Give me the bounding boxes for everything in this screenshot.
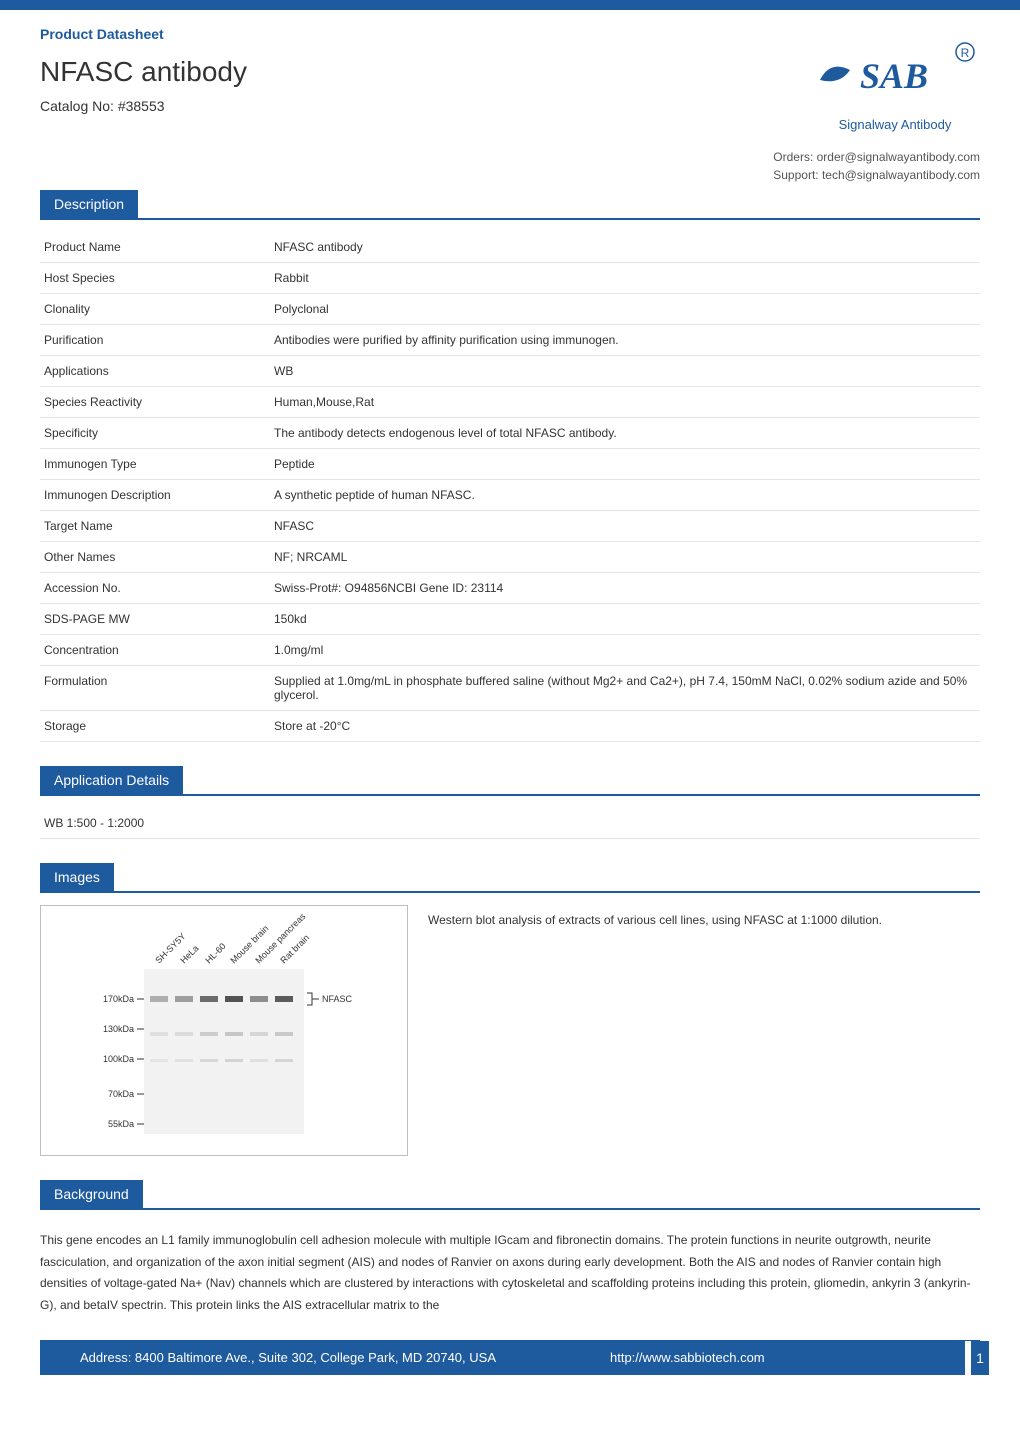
row-label: Other Names	[40, 542, 270, 573]
row-value: WB	[270, 356, 980, 387]
image-caption: Western blot analysis of extracts of var…	[428, 905, 882, 927]
support-email: Support: tech@signalwayantibody.com	[40, 168, 980, 182]
orders-email: Orders: order@signalwayantibody.com	[40, 150, 980, 164]
row-value: Antibodies were purified by affinity pur…	[270, 325, 980, 356]
row-value: Rabbit	[270, 263, 980, 294]
table-row: Host SpeciesRabbit	[40, 263, 980, 294]
svg-text:HeLa: HeLa	[178, 943, 200, 965]
table-row: Concentration1.0mg/ml	[40, 635, 980, 666]
row-value: Polyclonal	[270, 294, 980, 325]
background-header: Background	[40, 1180, 143, 1208]
description-section: Description Product NameNFASC antibodyHo…	[0, 190, 1020, 742]
table-row: Target NameNFASC	[40, 511, 980, 542]
row-value: NFASC	[270, 511, 980, 542]
svg-text:55kDa: 55kDa	[108, 1119, 134, 1129]
table-row: ApplicationsWB	[40, 356, 980, 387]
table-row: Product NameNFASC antibody	[40, 232, 980, 263]
images-section: Images SH-SY5YHeLaHL-60Mouse brainMouse …	[0, 863, 1020, 1156]
sab-logo-icon: SAB R	[810, 40, 980, 110]
row-value: A synthetic peptide of human NFASC.	[270, 480, 980, 511]
row-label: Target Name	[40, 511, 270, 542]
row-label: Specificity	[40, 418, 270, 449]
row-label: Clonality	[40, 294, 270, 325]
table-row: Other NamesNF; NRCAML	[40, 542, 980, 573]
svg-text:R: R	[961, 46, 970, 60]
row-label: Purification	[40, 325, 270, 356]
row-value: NFASC antibody	[270, 232, 980, 263]
svg-text:HL-60: HL-60	[203, 941, 227, 965]
document-header: Product Datasheet NFASC antibody Catalog…	[0, 10, 1020, 122]
footer-wrap: Address: 8400 Baltimore Ave., Suite 302,…	[0, 1340, 1020, 1385]
table-row: Immunogen TypePeptide	[40, 449, 980, 480]
svg-text:130kDa: 130kDa	[103, 1024, 134, 1034]
page-number: 1	[965, 1341, 995, 1375]
row-value: NF; NRCAML	[270, 542, 980, 573]
svg-text:100kDa: 100kDa	[103, 1054, 134, 1064]
row-label: Storage	[40, 711, 270, 742]
row-label: Concentration	[40, 635, 270, 666]
svg-text:70kDa: 70kDa	[108, 1089, 134, 1099]
row-value: The antibody detects endogenous level of…	[270, 418, 980, 449]
table-row: Accession No.Swiss-Prot#: O94856NCBI Gen…	[40, 573, 980, 604]
contact-info: Orders: order@signalwayantibody.com Supp…	[0, 122, 1020, 190]
row-value: 1.0mg/ml	[270, 635, 980, 666]
section-rule	[40, 891, 980, 893]
row-label: Immunogen Description	[40, 480, 270, 511]
row-label: SDS-PAGE MW	[40, 604, 270, 635]
blot-svg: SH-SY5YHeLaHL-60Mouse brainMouse pancrea…	[49, 914, 399, 1144]
images-header: Images	[40, 863, 114, 891]
row-value: Human,Mouse,Rat	[270, 387, 980, 418]
description-header: Description	[40, 190, 138, 218]
table-row: Species ReactivityHuman,Mouse,Rat	[40, 387, 980, 418]
svg-text:SAB: SAB	[860, 56, 928, 96]
row-label: Species Reactivity	[40, 387, 270, 418]
table-row: StorageStore at -20°C	[40, 711, 980, 742]
description-table: Product NameNFASC antibodyHost SpeciesRa…	[40, 232, 980, 742]
row-label: Formulation	[40, 666, 270, 711]
company-logo: SAB R Signalway Antibody	[810, 40, 980, 132]
section-rule	[40, 218, 980, 220]
row-value: Swiss-Prot#: O94856NCBI Gene ID: 23114	[270, 573, 980, 604]
row-value: Peptide	[270, 449, 980, 480]
footer-url: http://www.sabbiotech.com	[610, 1350, 765, 1365]
application-header: Application Details	[40, 766, 183, 794]
section-rule	[40, 1208, 980, 1210]
background-text: This gene encodes an L1 family immunoglo…	[40, 1222, 980, 1316]
svg-text:NFASC: NFASC	[322, 994, 353, 1004]
row-label: Host Species	[40, 263, 270, 294]
table-row: SDS-PAGE MW150kd	[40, 604, 980, 635]
row-label: Product Name	[40, 232, 270, 263]
table-row: SpecificityThe antibody detects endogeno…	[40, 418, 980, 449]
table-row: PurificationAntibodies were purified by …	[40, 325, 980, 356]
footer-bar: Address: 8400 Baltimore Ave., Suite 302,…	[40, 1340, 980, 1375]
row-label: Accession No.	[40, 573, 270, 604]
section-rule	[40, 794, 980, 796]
row-label: Immunogen Type	[40, 449, 270, 480]
table-row: Immunogen DescriptionA synthetic peptide…	[40, 480, 980, 511]
western-blot-image: SH-SY5YHeLaHL-60Mouse brainMouse pancrea…	[40, 905, 408, 1156]
svg-text:170kDa: 170kDa	[103, 994, 134, 1004]
row-value: Supplied at 1.0mg/mL in phosphate buffer…	[270, 666, 980, 711]
row-value: Store at -20°C	[270, 711, 980, 742]
table-row: FormulationSupplied at 1.0mg/mL in phosp…	[40, 666, 980, 711]
row-value: 150kd	[270, 604, 980, 635]
application-details-section: Application Details WB 1:500 - 1:2000	[0, 766, 1020, 839]
top-accent-bar	[0, 0, 1020, 10]
application-details-text: WB 1:500 - 1:2000	[40, 808, 980, 839]
background-section: Background This gene encodes an L1 famil…	[0, 1180, 1020, 1316]
footer-address: Address: 8400 Baltimore Ave., Suite 302,…	[80, 1350, 496, 1365]
table-row: ClonalityPolyclonal	[40, 294, 980, 325]
logo-tagline: Signalway Antibody	[810, 117, 980, 132]
row-label: Applications	[40, 356, 270, 387]
